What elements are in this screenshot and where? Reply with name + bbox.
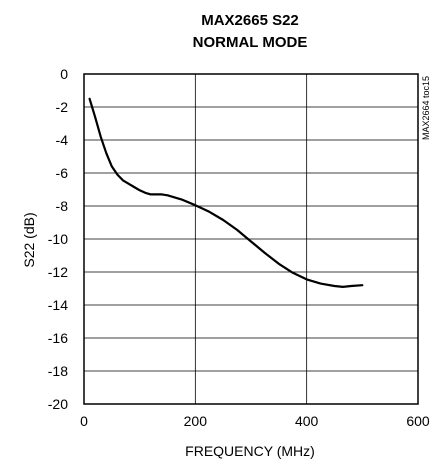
x-axis-label: FREQUENCY (MHz) (185, 443, 315, 459)
x-tick-label: 400 (295, 413, 319, 429)
y-tick-label: -6 (56, 165, 69, 181)
y-tick-labels: 0 -2 -4 -6 -8 -10 -12 -14 -16 -18 -20 (48, 66, 68, 412)
chart-annotation: MAX2664 toc15 (421, 76, 431, 140)
x-tick-label: 0 (80, 413, 88, 429)
y-tick-label: -20 (48, 396, 68, 412)
y-tick-label: -12 (48, 264, 68, 280)
y-tick-label: -4 (56, 132, 69, 148)
grid (84, 74, 418, 404)
y-tick-label: 0 (60, 66, 68, 82)
y-tick-label: -18 (48, 363, 68, 379)
chart-title: MAX2665 S22 (201, 12, 299, 29)
plot-frame (83, 73, 419, 405)
y-tick-label: -16 (48, 330, 68, 346)
x-tick-label: 200 (184, 413, 208, 429)
y-tick-label: -8 (56, 198, 69, 214)
y-axis-label: S22 (dB) (21, 212, 37, 267)
y-tick-label: -10 (48, 231, 68, 247)
y-tick-label: -2 (56, 99, 69, 115)
chart-subtitle: NORMAL MODE (193, 34, 308, 51)
x-tick-label: 600 (406, 413, 430, 429)
x-tick-labels: 0 200 400 600 (80, 413, 430, 429)
series (88, 97, 364, 288)
series-line (88, 97, 364, 288)
y-tick-label: -14 (48, 297, 68, 313)
